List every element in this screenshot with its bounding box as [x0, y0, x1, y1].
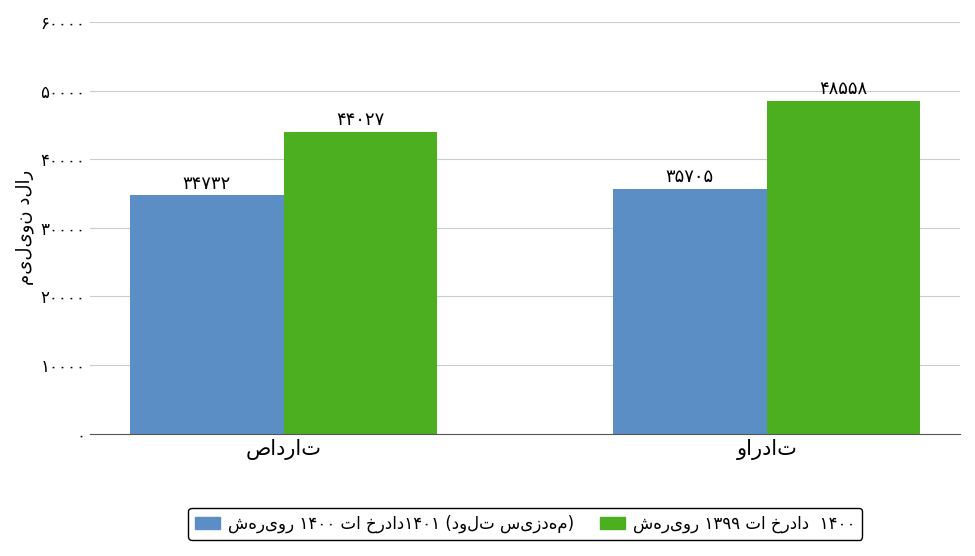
- Bar: [613, 188, 766, 434]
- Bar: [130, 195, 284, 434]
- Y-axis label: میلیون دلار: میلیون دلار: [15, 170, 33, 285]
- Text: ۳۵۷۰۵: ۳۵۷۰۵: [666, 168, 714, 186]
- Text: ۴۸۵۵۸: ۴۸۵۵۸: [820, 80, 868, 98]
- Bar: [284, 132, 438, 434]
- Legend: شهریور ۱۴۰۰ تا خرداد۱۴۰۱ (دولت سیزدهم), شهریور ۱۳۹۹ تا خرداد  ۱۴۰۰: شهریور ۱۴۰۰ تا خرداد۱۴۰۱ (دولت سیزدهم), …: [188, 508, 862, 539]
- Text: ۳۴۷۳۲: ۳۴۷۳۲: [182, 175, 231, 192]
- Bar: [766, 101, 920, 434]
- Text: ۴۴۰۲۷: ۴۴۰۲۷: [336, 111, 384, 129]
